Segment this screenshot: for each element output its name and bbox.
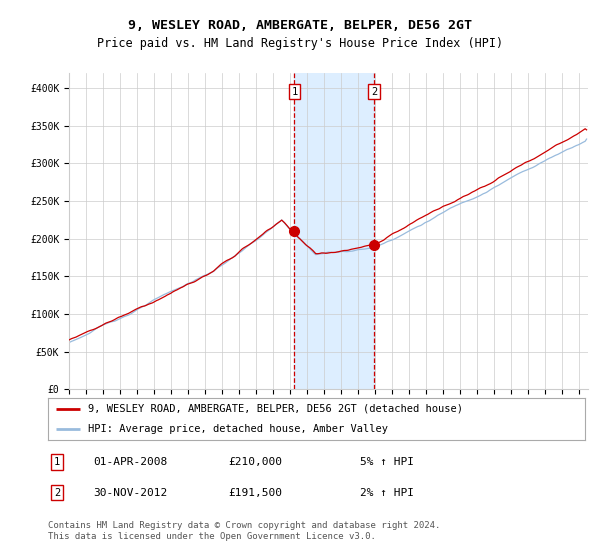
Text: 2: 2 xyxy=(371,87,377,97)
Text: 2% ↑ HPI: 2% ↑ HPI xyxy=(360,488,414,498)
Text: Price paid vs. HM Land Registry's House Price Index (HPI): Price paid vs. HM Land Registry's House … xyxy=(97,36,503,50)
Text: 5% ↑ HPI: 5% ↑ HPI xyxy=(360,457,414,467)
Text: 2: 2 xyxy=(54,488,60,498)
Text: 1: 1 xyxy=(54,457,60,467)
Text: Contains HM Land Registry data © Crown copyright and database right 2024.
This d: Contains HM Land Registry data © Crown c… xyxy=(48,521,440,540)
Text: £210,000: £210,000 xyxy=(228,457,282,467)
Text: £191,500: £191,500 xyxy=(228,488,282,498)
Text: HPI: Average price, detached house, Amber Valley: HPI: Average price, detached house, Ambe… xyxy=(88,424,388,434)
Text: 9, WESLEY ROAD, AMBERGATE, BELPER, DE56 2GT: 9, WESLEY ROAD, AMBERGATE, BELPER, DE56 … xyxy=(128,18,472,32)
Text: 9, WESLEY ROAD, AMBERGATE, BELPER, DE56 2GT (detached house): 9, WESLEY ROAD, AMBERGATE, BELPER, DE56 … xyxy=(88,404,463,414)
Bar xyxy=(295,73,374,389)
Text: 01-APR-2008: 01-APR-2008 xyxy=(93,457,167,467)
Text: 30-NOV-2012: 30-NOV-2012 xyxy=(93,488,167,498)
Text: 1: 1 xyxy=(292,87,298,97)
